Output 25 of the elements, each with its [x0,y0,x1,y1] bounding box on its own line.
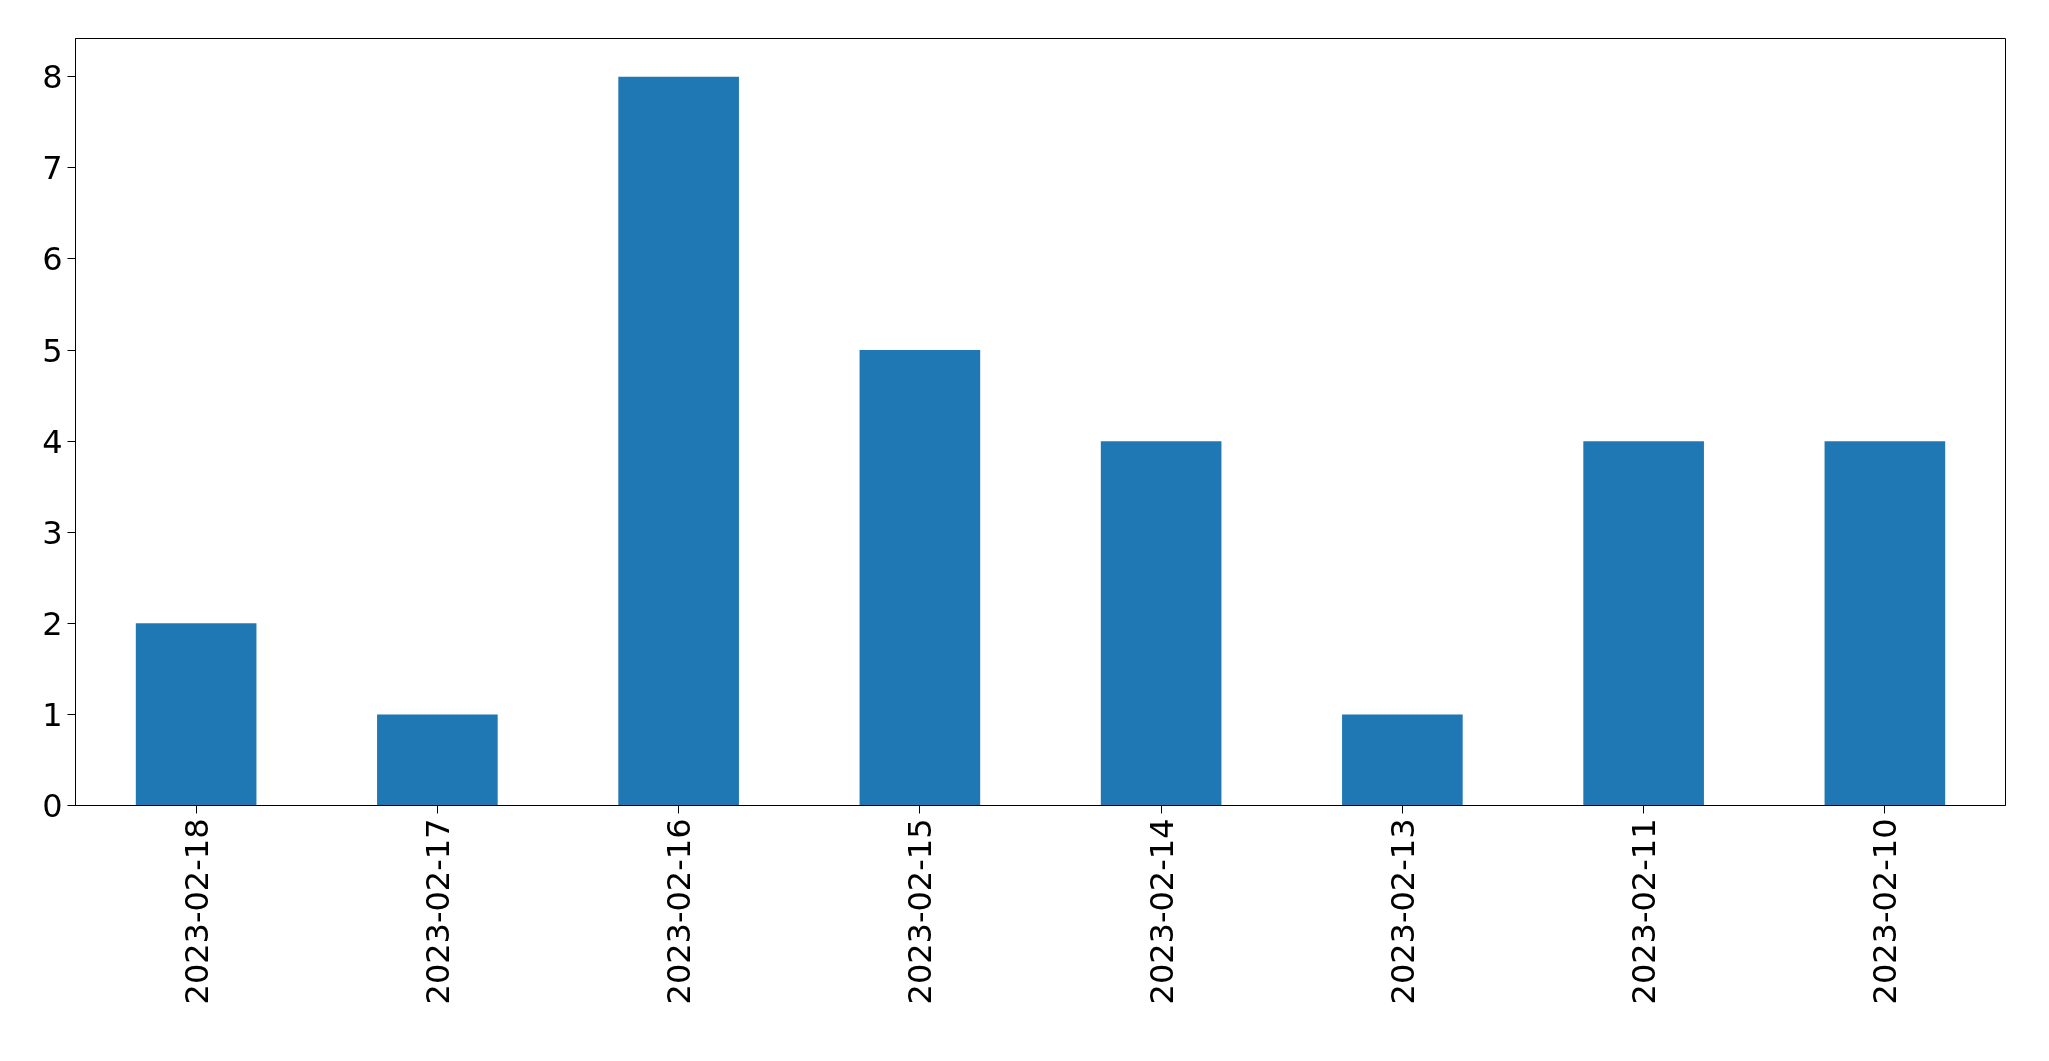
bar [1583,441,1704,806]
x-tick-label: 2023-02-10 [1866,818,1905,1005]
bar [135,623,257,806]
y-tick-label: 8 [42,58,63,97]
y-tick-label: 5 [42,331,63,370]
y-tick-label: 3 [42,513,63,552]
bar [1342,714,1463,806]
x-tick-label: 2023-02-17 [418,818,457,1005]
y-tick-label: 1 [42,695,63,734]
bar [859,350,981,806]
bar [618,76,739,806]
y-tick-label: 7 [42,149,63,188]
y-tick-label: 6 [42,240,63,279]
y-tick-label: 0 [42,787,63,825]
bar [1824,441,1946,806]
x-tick-label: 2023-02-14 [1142,818,1181,1005]
x-tick-label: 2023-02-11 [1625,818,1664,1005]
bar [1100,441,1222,806]
y-tick-label: 4 [42,422,63,461]
x-tick-label: 2023-02-15 [901,818,940,1005]
x-tick-label: 2023-02-18 [177,818,216,1005]
x-tick-label: 2023-02-13 [1383,818,1422,1005]
y-tick-label: 2 [42,604,63,643]
x-tick-label: 2023-02-16 [660,818,699,1005]
bar [377,714,498,806]
